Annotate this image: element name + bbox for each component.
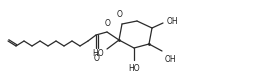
Text: HO: HO bbox=[92, 50, 104, 58]
Text: O: O bbox=[117, 10, 123, 19]
Text: OH: OH bbox=[165, 55, 177, 64]
Text: O: O bbox=[105, 19, 111, 28]
Text: OH: OH bbox=[167, 17, 179, 27]
Text: O: O bbox=[94, 54, 100, 63]
Text: HO: HO bbox=[128, 64, 140, 73]
